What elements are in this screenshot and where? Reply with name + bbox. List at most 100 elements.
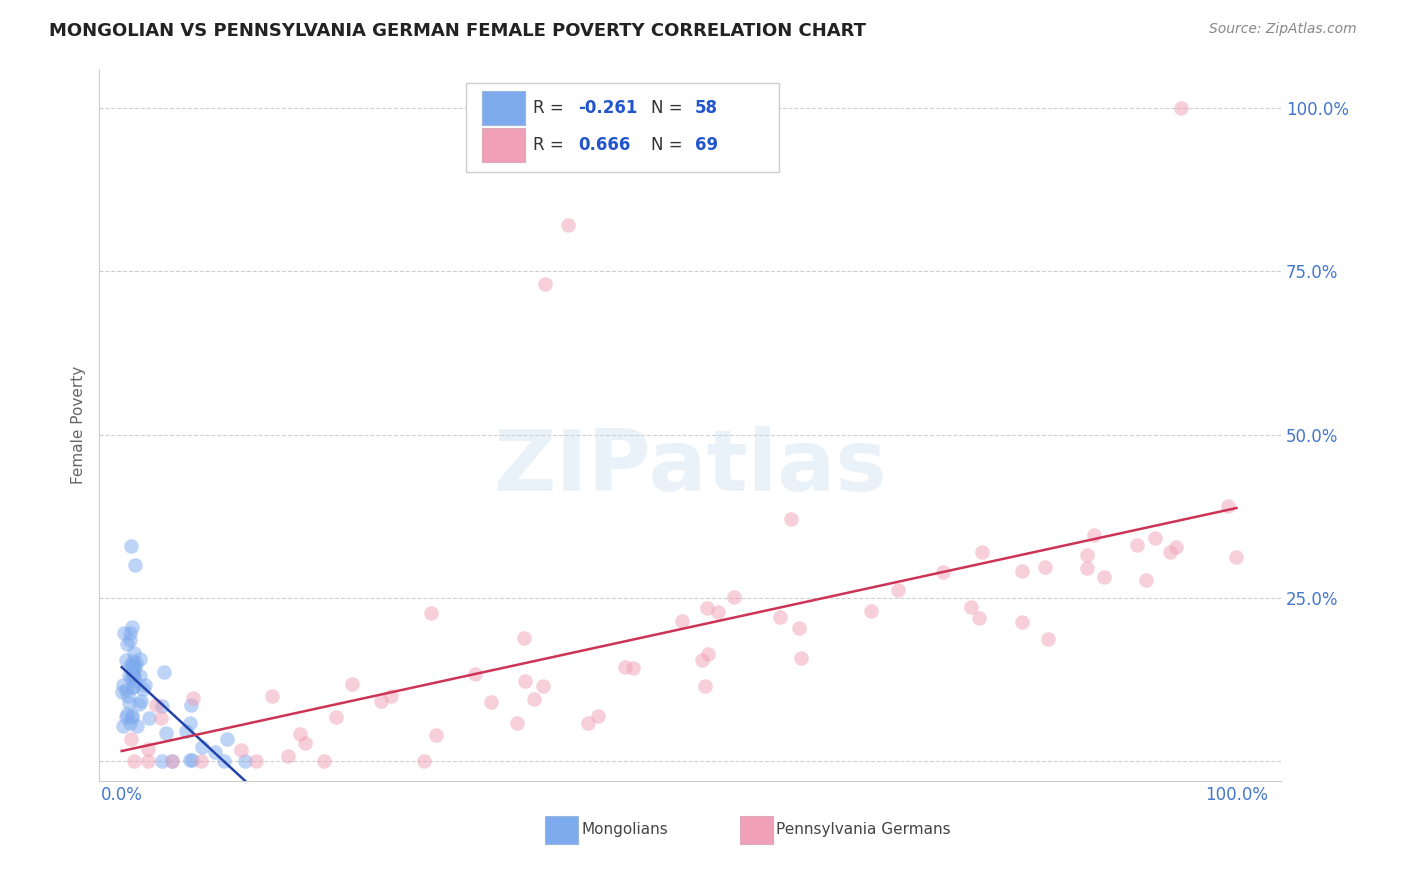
Point	[506, 716, 529, 731]
Point	[1135, 573, 1157, 587]
Point	[122, 663, 145, 677]
Point	[122, 681, 145, 695]
Point	[695, 679, 717, 693]
Text: Pennsylvania Germans: Pennsylvania Germans	[776, 822, 950, 837]
Point	[112, 626, 135, 640]
Point	[692, 653, 714, 667]
Point	[294, 736, 316, 750]
Point	[120, 539, 142, 553]
Point	[114, 683, 136, 698]
Point	[124, 646, 146, 660]
FancyBboxPatch shape	[740, 816, 773, 844]
Point	[534, 277, 557, 292]
Point	[970, 545, 993, 559]
Point	[1076, 548, 1098, 562]
Point	[150, 711, 173, 725]
Point	[111, 719, 134, 733]
Point	[245, 754, 267, 768]
Point	[1159, 545, 1181, 559]
Text: R =: R =	[533, 136, 569, 153]
Point	[122, 667, 145, 681]
Point	[1092, 570, 1115, 584]
Point	[787, 621, 810, 635]
Point	[576, 715, 599, 730]
Point	[181, 691, 204, 706]
Point	[212, 754, 235, 768]
Text: Source: ZipAtlas.com: Source: ZipAtlas.com	[1209, 22, 1357, 37]
Text: 58: 58	[695, 99, 718, 117]
Point	[117, 689, 139, 703]
Point	[1126, 538, 1149, 552]
Point	[124, 558, 146, 573]
Point	[118, 625, 141, 640]
Point	[138, 711, 160, 725]
Point	[1011, 615, 1033, 629]
Point	[122, 669, 145, 683]
FancyBboxPatch shape	[465, 83, 779, 172]
FancyBboxPatch shape	[546, 816, 578, 844]
Point	[769, 610, 792, 624]
Point	[887, 582, 910, 597]
Point	[129, 651, 152, 665]
Point	[124, 660, 146, 674]
Point	[121, 659, 143, 673]
Point	[125, 719, 148, 733]
Point	[340, 677, 363, 691]
Point	[1083, 527, 1105, 541]
Point	[115, 652, 138, 666]
Point	[114, 710, 136, 724]
Point	[557, 219, 579, 233]
Point	[325, 710, 347, 724]
FancyBboxPatch shape	[482, 128, 524, 161]
Point	[779, 512, 801, 526]
Point	[1036, 632, 1059, 646]
Point	[233, 754, 256, 768]
Point	[425, 728, 447, 742]
Point	[260, 689, 283, 703]
Point	[513, 673, 536, 688]
Point	[128, 698, 150, 712]
Point	[122, 754, 145, 768]
Point	[160, 754, 183, 768]
Point	[790, 651, 813, 665]
Point	[191, 739, 214, 754]
Text: -0.261: -0.261	[578, 99, 637, 117]
Point	[124, 674, 146, 689]
Point	[118, 668, 141, 682]
Point	[960, 600, 983, 615]
Point	[136, 741, 159, 756]
Point	[160, 754, 183, 768]
Point	[464, 667, 486, 681]
Point	[179, 753, 201, 767]
Point	[1143, 531, 1166, 545]
Point	[180, 698, 202, 712]
Point	[122, 665, 145, 680]
Point	[277, 748, 299, 763]
Point	[370, 694, 392, 708]
Text: ZIPatlas: ZIPatlas	[494, 426, 887, 509]
Point	[150, 698, 173, 713]
Point	[117, 706, 139, 721]
Point	[586, 709, 609, 723]
Point	[129, 669, 152, 683]
Point	[380, 690, 402, 704]
Point	[121, 710, 143, 724]
Point	[153, 665, 176, 680]
Point	[215, 731, 238, 746]
Point	[229, 743, 252, 757]
Point	[111, 678, 134, 692]
Point	[118, 697, 141, 711]
Point	[125, 657, 148, 671]
Point	[613, 660, 636, 674]
Point	[1170, 101, 1192, 115]
Point	[671, 615, 693, 629]
Point	[122, 654, 145, 668]
Point	[413, 754, 436, 768]
Point	[697, 647, 720, 661]
Text: 0.666: 0.666	[578, 136, 630, 153]
Point	[1216, 499, 1239, 513]
Point	[419, 606, 441, 620]
Point	[115, 637, 138, 651]
Point	[122, 658, 145, 673]
Point	[118, 715, 141, 730]
